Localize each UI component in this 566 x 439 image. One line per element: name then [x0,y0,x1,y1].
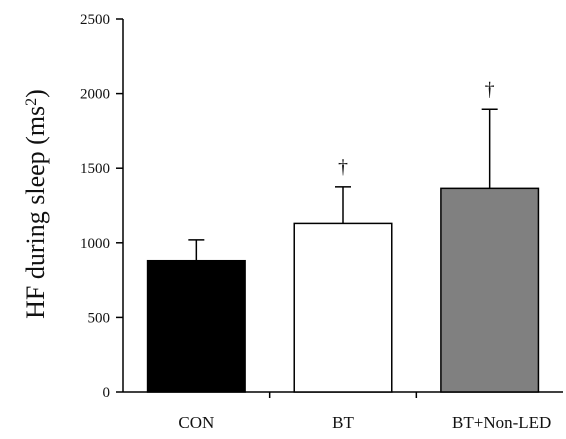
y-axis: 0 500 1000 1500 2000 2500 [80,12,124,401]
y-tick-label: 2500 [80,12,110,28]
bars [146,187,540,393]
bar [293,222,393,393]
error-bars [188,108,498,261]
y-axis-title-main: HF during sleep (ms [21,106,50,319]
x-tick-label: BT+Non-LED [452,413,551,432]
significance-marker: † [338,156,348,178]
y-tick-label: 1000 [80,236,110,252]
y-tick-label: 0 [103,385,111,401]
y-tick-label: 500 [88,310,111,326]
bar [440,187,540,393]
x-axis: CON BT BT+Non-LED [123,391,563,432]
x-tick-label: CON [178,413,214,432]
y-axis-title: HF during sleep (ms2) [21,89,50,319]
x-tick-label: BT [332,413,354,432]
y-tick-label: 2000 [80,87,110,103]
significance-markers: †† [338,78,495,178]
y-tick-label: 1500 [80,161,110,177]
y-axis-title-suffix: ) [21,89,50,98]
significance-marker: † [485,78,495,100]
bar [146,259,246,393]
y-axis-title-superscript: 2 [23,98,40,106]
